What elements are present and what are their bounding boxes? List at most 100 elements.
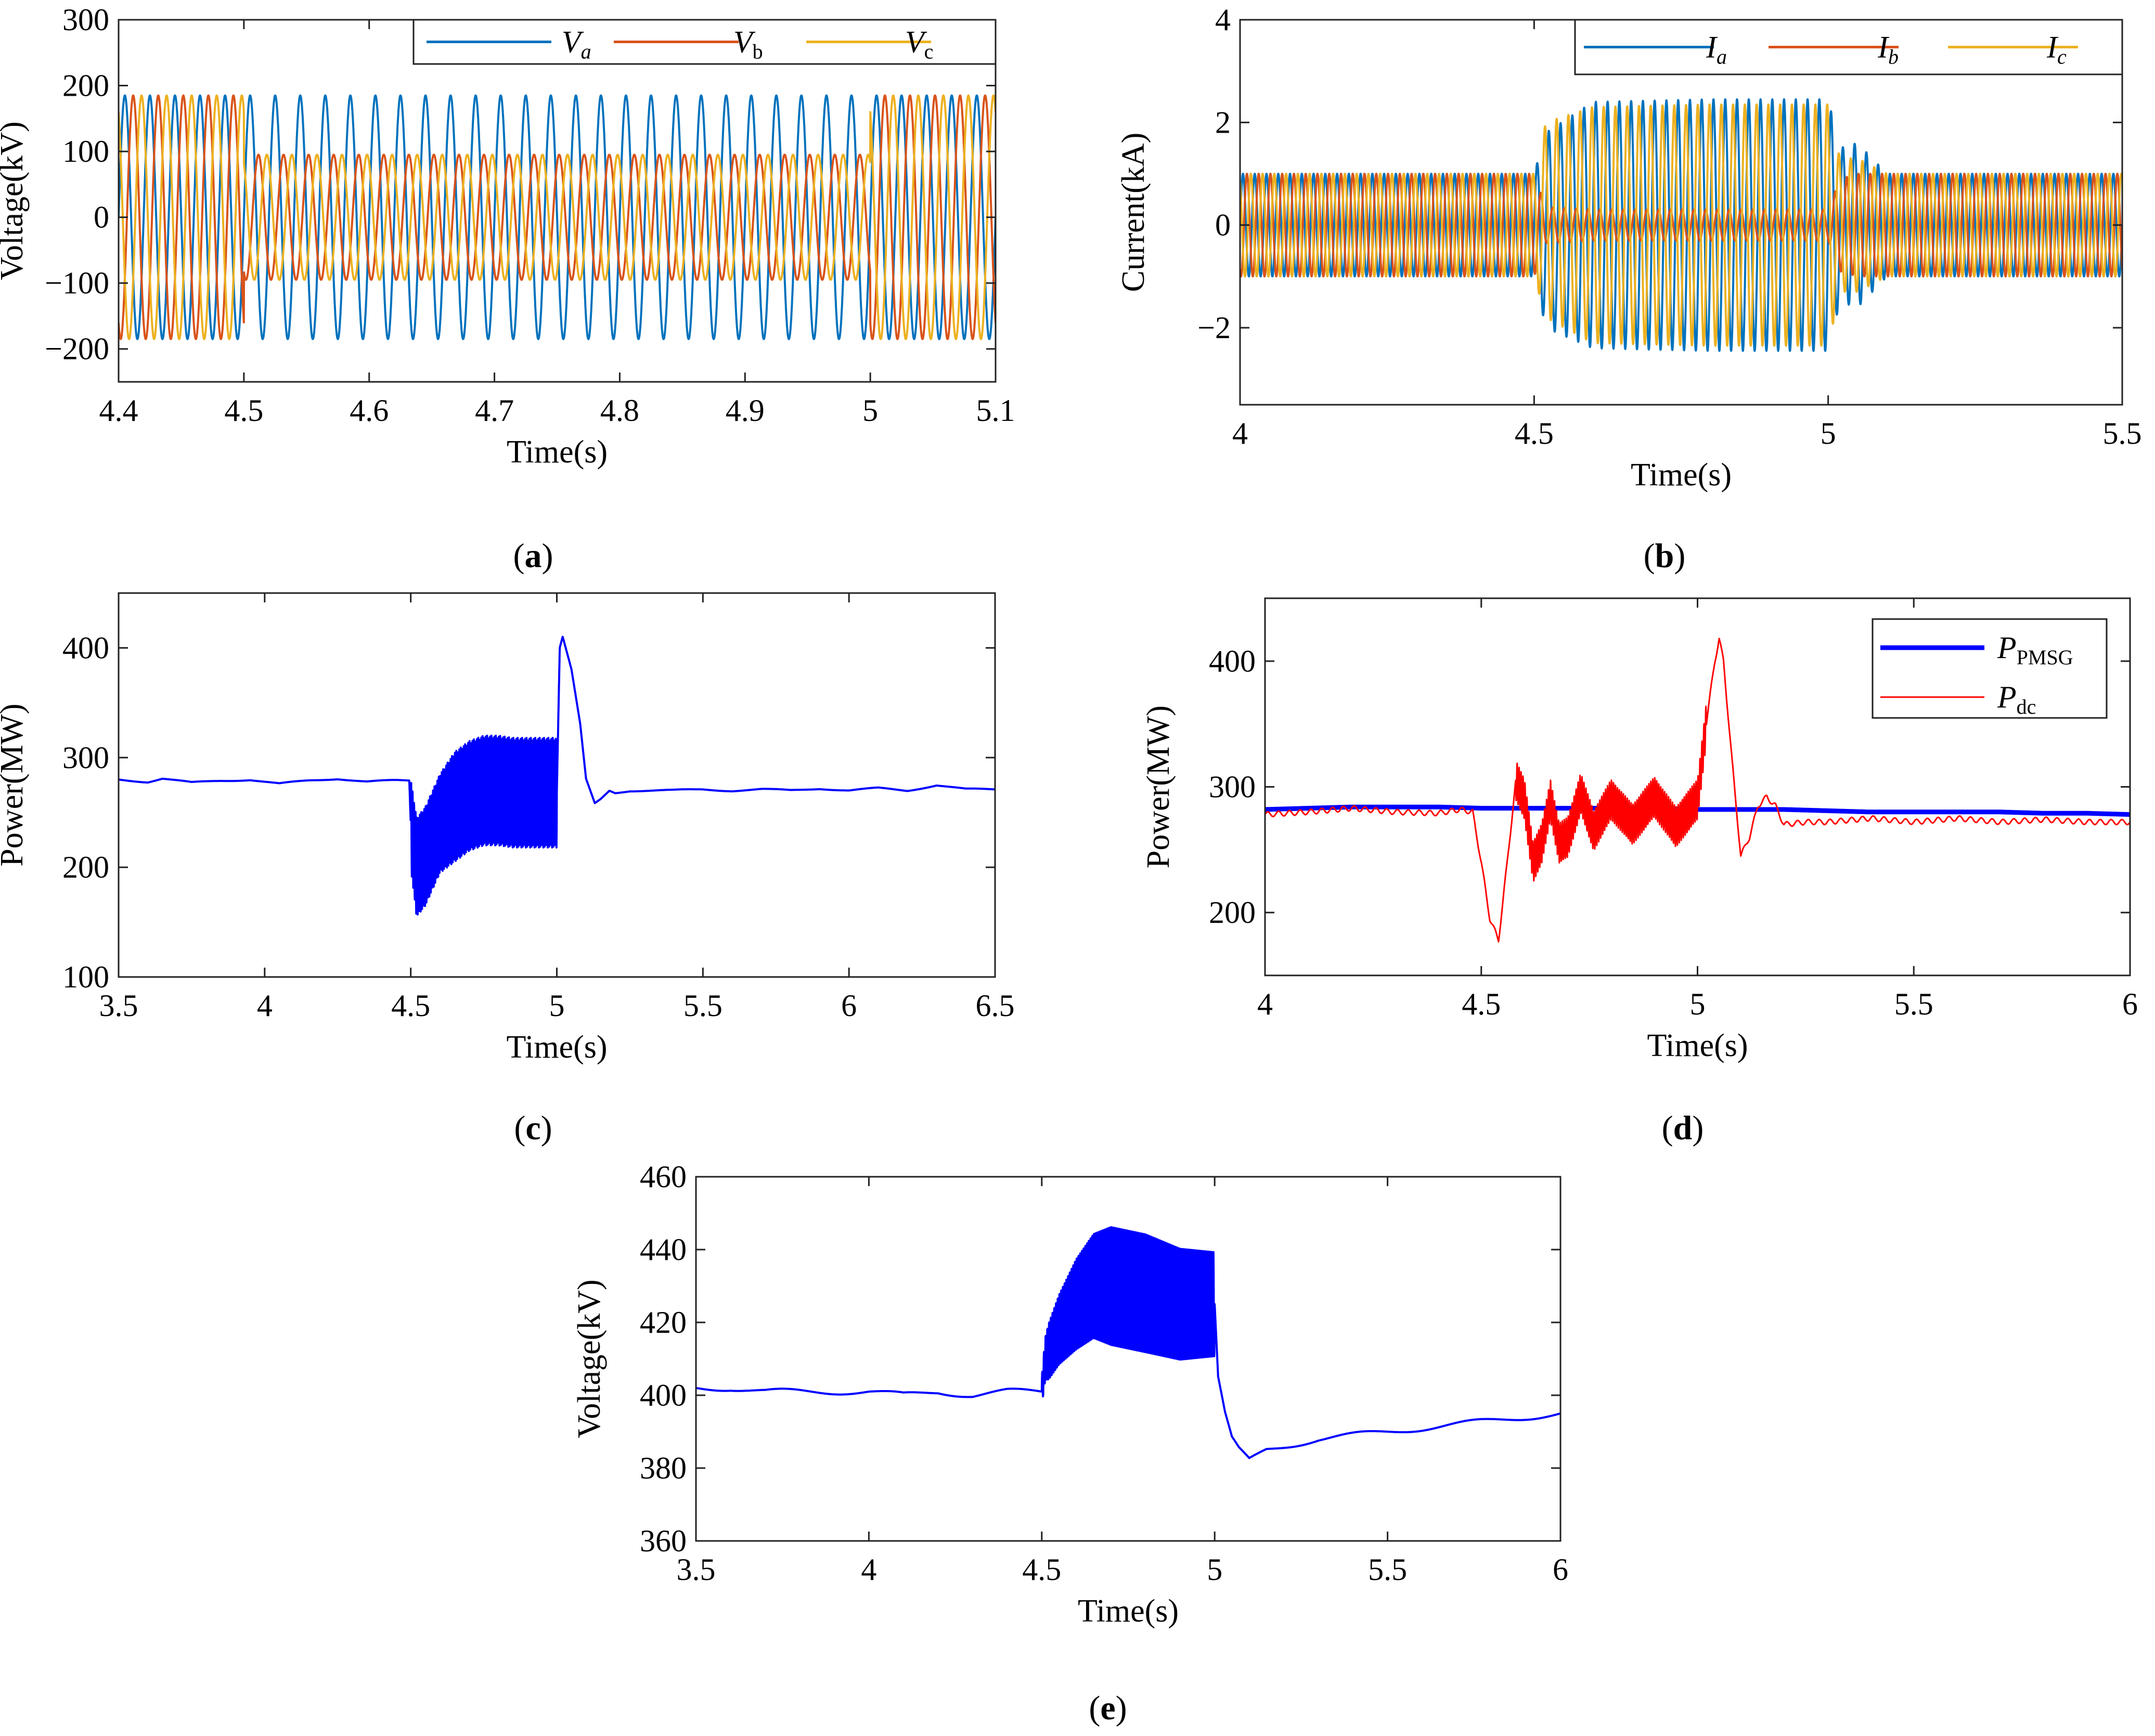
x-tick-label: 5.5 — [1368, 1552, 1407, 1587]
legend-entry: PPMSG — [1997, 631, 2073, 669]
x-tick-label: 5 — [862, 393, 878, 428]
panel-label: (b) — [1644, 537, 1686, 575]
y-tick-label: 0 — [1215, 208, 1231, 242]
series-line-a-a — [119, 94, 996, 340]
y-tick-label: 200 — [62, 69, 109, 103]
x-axis-label: Time(s) — [1647, 1028, 1748, 1063]
series-line-c-main — [119, 636, 995, 916]
x-tick-label: 6 — [1553, 1552, 1568, 1587]
y-tick-label: −100 — [45, 266, 109, 300]
x-tick-label: 5.5 — [2103, 416, 2142, 451]
x-axis-label: Time(s) — [1078, 1593, 1179, 1629]
y-tick-label: 0 — [94, 200, 109, 235]
x-tick-label: 3.5 — [99, 988, 138, 1023]
legend-entry: Vc — [905, 25, 933, 63]
y-tick-label: 100 — [62, 134, 109, 169]
y-tick-label: 400 — [1209, 644, 1256, 678]
x-tick-label: 6.5 — [976, 988, 1015, 1023]
y-tick-label: 380 — [640, 1451, 687, 1485]
plot-area-e — [696, 1226, 1560, 1459]
legend-d: PPMSG Pdc — [1872, 618, 2108, 719]
y-tick-label: 200 — [1209, 895, 1256, 930]
plot-area-d — [1265, 637, 2130, 943]
x-tick-label: 4 — [257, 988, 273, 1023]
x-tick-label: 4 — [861, 1552, 876, 1587]
x-tick-label: 5.1 — [976, 393, 1015, 428]
series-line-b-c — [1240, 103, 2122, 347]
y-tick-label: 460 — [640, 1160, 687, 1194]
panel-b: 4 4.5 5 5.5 −2 0 2 4 Time(s) Current(kA) (b) Ia Ib Ic — [1116, 3, 2142, 575]
x-tick-label: 4.5 — [391, 988, 430, 1023]
x-tick-label: 4.4 — [99, 393, 138, 428]
x-tick-label: 4 — [1257, 987, 1273, 1021]
legend-entry: Ib — [1877, 30, 1899, 69]
y-tick-label: 440 — [640, 1232, 687, 1267]
x-tick-label: 4.5 — [1022, 1552, 1061, 1587]
y-tick-label: 300 — [1209, 770, 1256, 804]
axis-frame-e — [695, 1176, 1562, 1542]
y-tick-label: 4 — [1215, 3, 1231, 37]
series-line-a-b — [119, 94, 996, 340]
panel-c: 3.5 4 4.5 5 5.5 6 6.5 100 200 300 400 Time(s) Power(… — [0, 592, 1015, 1147]
legend-b: Ia Ib Ic — [1574, 19, 2123, 75]
y-tick-label: −200 — [45, 332, 109, 366]
y-axis-label: Current(kA) — [1116, 133, 1151, 292]
x-tick-label: 5.5 — [683, 988, 722, 1023]
y-tick-label: 400 — [62, 631, 109, 665]
plot-area-b — [1240, 98, 2122, 352]
series-line-e-main — [696, 1226, 1560, 1459]
x-tick-label: 5 — [1821, 416, 1836, 451]
legend-entry: Pdc — [1997, 680, 2036, 718]
x-tick-label: 3.5 — [677, 1552, 716, 1587]
y-tick-label: 360 — [640, 1524, 687, 1558]
panel-label: (c) — [514, 1109, 552, 1147]
x-tick-label: 6 — [841, 988, 857, 1023]
plot-area-c — [119, 636, 995, 916]
x-tick-label: 4.5 — [1462, 987, 1501, 1021]
legend-a: Va Vb Vc — [412, 19, 997, 65]
x-axis-label: Time(s) — [507, 434, 608, 470]
y-axis-label: Power(MW) — [1141, 705, 1176, 868]
legend-entry: Ia — [1706, 30, 1727, 69]
series-line-b-b — [1240, 173, 2122, 278]
y-tick-label: 300 — [62, 740, 109, 775]
x-tick-label: 4.7 — [475, 393, 514, 428]
x-tick-label: 4.5 — [1515, 416, 1554, 451]
panel-a: 4.4 4.5 4.6 4.7 4.8 4.9 5 5.1 −200 −100 0 100 200 300… — [0, 3, 1015, 575]
x-tick-label: 4 — [1232, 416, 1248, 451]
x-axis-label: Time(s) — [506, 1030, 607, 1065]
x-tick-label: 4.5 — [224, 393, 263, 428]
x-tick-label: 4.9 — [726, 393, 765, 428]
y-axis-label: Power(MW) — [0, 703, 30, 866]
x-tick-label: 6 — [2122, 987, 2138, 1021]
x-tick-label: 5 — [1207, 1552, 1222, 1587]
panel-label: (e) — [1089, 1689, 1127, 1727]
series-line-d-dc — [1265, 637, 2130, 943]
y-tick-label: 2 — [1215, 105, 1231, 139]
x-tick-label: 4.6 — [350, 393, 389, 428]
legend-entry: Ic — [2046, 30, 2067, 69]
series-line-a-c — [119, 94, 996, 340]
panel-d: 4 4.5 5 5.5 6 200 300 400 Time(s) Power(MW) (d) PPM… — [1141, 597, 2138, 1147]
panel-e: 3.5 4 4.5 5 5.5 6 360 380 400 420 440 460 Time(s) Vol… — [572, 1160, 1568, 1727]
legend-entry: Vb — [733, 25, 763, 63]
y-tick-label: −2 — [1197, 311, 1231, 345]
x-tick-label: 4.8 — [600, 393, 639, 428]
x-tick-label: 5 — [549, 988, 565, 1023]
x-axis-label: Time(s) — [1631, 457, 1732, 493]
y-tick-label: 420 — [640, 1305, 687, 1340]
panel-label: (a) — [513, 537, 553, 575]
y-tick-label: 400 — [640, 1378, 687, 1412]
series-line-b-a — [1240, 98, 2122, 352]
y-tick-label: 100 — [62, 960, 109, 994]
legend-entry: Va — [562, 25, 591, 63]
y-axis-label: Voltage(kV) — [0, 121, 30, 280]
x-tick-label: 5 — [1690, 987, 1706, 1021]
plot-area-a — [119, 94, 996, 340]
panel-label: (d) — [1662, 1109, 1704, 1147]
y-tick-label: 300 — [62, 3, 109, 37]
y-tick-label: 200 — [62, 850, 109, 884]
x-tick-label: 5.5 — [1894, 987, 1933, 1021]
y-axis-label: Voltage(kV) — [572, 1279, 607, 1438]
